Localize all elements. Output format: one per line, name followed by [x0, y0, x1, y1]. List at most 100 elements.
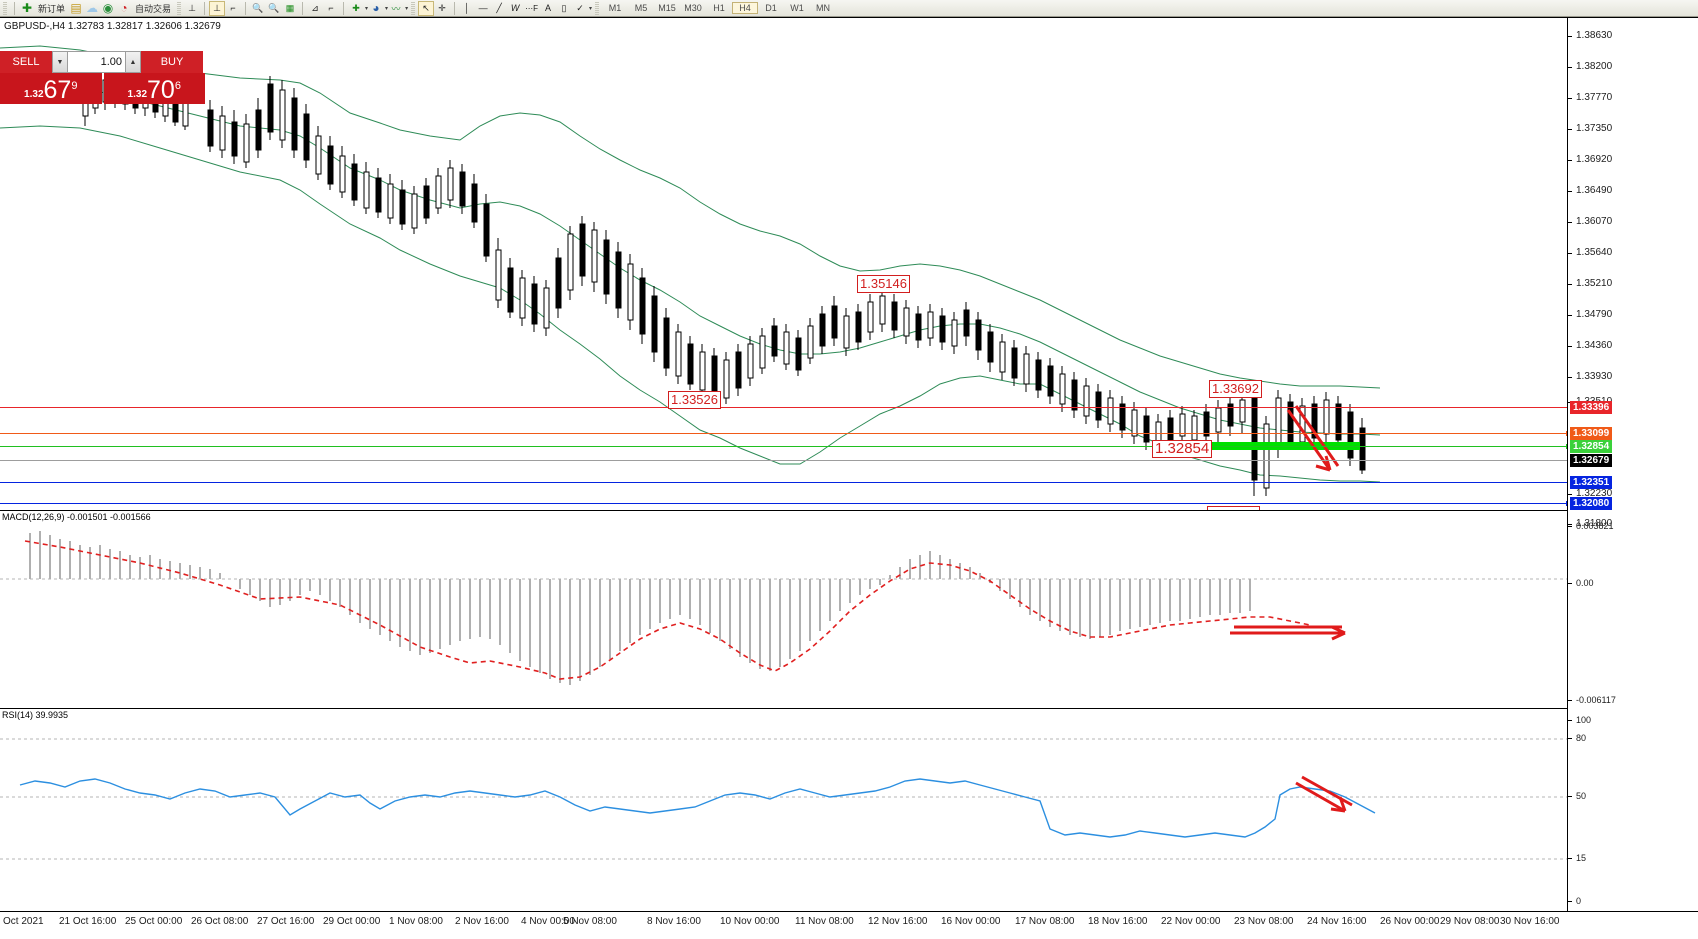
- timeframe-m1[interactable]: M1: [608, 3, 622, 13]
- volume-decrease-button[interactable]: ▼: [52, 51, 68, 73]
- new-order-icon[interactable]: ✚: [21, 1, 33, 15]
- timeframe-m30[interactable]: M30: [684, 3, 702, 13]
- auto-trading-label[interactable]: 自动交易: [135, 3, 172, 14]
- vertical-line-icon[interactable]: │: [464, 3, 470, 13]
- rsi-axis-tick: 50: [1568, 791, 1586, 801]
- rsi-line: [19, 778, 1376, 838]
- periodicity-icon[interactable]: ◕: [372, 1, 380, 15]
- fibonacci-icon[interactable]: ⋯F: [525, 3, 538, 13]
- price-badge-1.32080[interactable]: 1.32080: [1570, 497, 1613, 510]
- history-icon[interactable]: ▤: [70, 1, 82, 15]
- toolbar-separator: [14, 1, 15, 15]
- sell-button[interactable]: SELL: [0, 51, 52, 73]
- label-icon[interactable]: ▯: [561, 2, 567, 13]
- buy-price-fraction: 6: [174, 80, 181, 92]
- x-tick: 27 Oct 16:00: [257, 916, 315, 927]
- rsi-axis-tick: 100: [1568, 715, 1591, 725]
- horizontal-line-icon[interactable]: —: [478, 3, 488, 13]
- equidistant-channel-icon[interactable]: W: [510, 3, 520, 13]
- indicators-icon[interactable]: ✚: [352, 2, 360, 13]
- price-badge-1.32351[interactable]: 1.32351: [1570, 476, 1613, 489]
- bollinger-middle-band: [0, 85, 1381, 436]
- volume-increase-button[interactable]: ▲: [125, 51, 141, 73]
- axis-tick: 1.36490: [1568, 185, 1612, 196]
- x-tick: 4 Nov 00:00: [521, 916, 575, 927]
- new-order-label[interactable]: 新订单: [38, 3, 66, 14]
- annotation-1.33692[interactable]: 1.33692: [1209, 380, 1262, 398]
- price-level-1.32679: [0, 460, 1567, 461]
- axis-tick: 1.34790: [1568, 309, 1612, 320]
- rsi-indicator-label: RSI(14) 39.9935: [2, 710, 69, 720]
- timeframe-w1[interactable]: W1: [790, 3, 804, 13]
- price-badge-1.33099[interactable]: 1.33099: [1570, 427, 1613, 440]
- price-level-1.32080[interactable]: [0, 501, 1571, 506]
- zoom-out-icon[interactable]: 🔍: [268, 2, 280, 13]
- axis-tick: 1.38200: [1568, 61, 1612, 72]
- buy-button[interactable]: BUY: [141, 51, 203, 73]
- price-chart-svg: [0, 45, 1381, 496]
- annotation-1.32854[interactable]: 1.32854: [1152, 440, 1213, 458]
- macd-axis-tick: -0.006117: [1568, 695, 1616, 705]
- chart-shift-icon[interactable]: ⌐: [328, 3, 334, 13]
- time-axis[interactable]: Oct 2021 21 Oct 16:00 25 Oct 00:00 26 Oc…: [0, 911, 1698, 939]
- trendline-icon[interactable]: ╱: [496, 2, 502, 13]
- annotation-1.35146[interactable]: 1.35146: [857, 275, 910, 293]
- toolbar-grip-2[interactable]: [177, 1, 182, 15]
- text-icon[interactable]: A: [544, 3, 551, 13]
- price-badge-1.32854[interactable]: 1.32854: [1570, 440, 1613, 453]
- auto-scroll-icon[interactable]: ⊿: [311, 2, 319, 13]
- x-tick: 16 Nov 00:00: [941, 916, 1001, 927]
- crosshair-icon[interactable]: ✛: [438, 2, 446, 13]
- one-click-trading-panel[interactable]: SELL ▼ 1.00 ▲ BUY 1.32 67 9 1.32 70 6: [0, 51, 205, 104]
- price-axis[interactable]: 1.38630 1.38200 1.37770 1.37350 1.36920 …: [1567, 18, 1698, 911]
- toolbar-grip[interactable]: [3, 1, 7, 15]
- macd-pane[interactable]: MACD(12,26,9) -0.001501 -0.001566: [0, 510, 1567, 708]
- auto-trading-icon[interactable]: ◔: [120, 1, 128, 15]
- line-chart-icon[interactable]: ⌐: [230, 3, 236, 13]
- price-level-1.32351[interactable]: [0, 482, 1567, 483]
- axis-tick: 1.37770: [1568, 92, 1612, 103]
- timeframe-mn[interactable]: MN: [815, 3, 830, 13]
- templates-chevron-down-icon[interactable]: ▾: [405, 5, 409, 12]
- data-window-icon[interactable]: ▦: [285, 2, 295, 13]
- timeframe-m5[interactable]: M5: [634, 3, 648, 13]
- chart-window[interactable]: GBPUSD-,H4 1.32783 1.32817 1.32606 1.326…: [0, 17, 1698, 939]
- timeframe-m15[interactable]: M15: [658, 3, 676, 13]
- periodicity-chevron-down-icon[interactable]: ▾: [385, 5, 389, 12]
- price-pane[interactable]: 1.35146 1.33526 1.33692 1.32854 1.31925: [0, 18, 1571, 524]
- timeframe-h4[interactable]: H4: [731, 2, 758, 14]
- rsi-pane[interactable]: RSI(14) 39.9935: [0, 708, 1567, 911]
- price-badge-1.33396[interactable]: 1.33396: [1570, 401, 1613, 414]
- arrows-chevron-down-icon[interactable]: ▾: [588, 5, 592, 12]
- toolbar-grip-3[interactable]: [411, 1, 416, 15]
- sell-price-display[interactable]: 1.32 67 9: [0, 73, 102, 104]
- timeframe-h1[interactable]: H1: [713, 3, 725, 13]
- macd-histogram: [29, 531, 1251, 685]
- candle-chart-icon[interactable]: ⊥: [209, 0, 226, 16]
- price-level-1.33099[interactable]: [0, 431, 1571, 436]
- toolbar-separator-4: [302, 1, 304, 15]
- x-tick: 5 Nov 08:00: [563, 916, 617, 927]
- timeframe-d1[interactable]: D1: [765, 3, 777, 13]
- bar-chart-icon[interactable]: ⊥: [188, 2, 196, 13]
- templates-icon[interactable]: 〰: [391, 3, 401, 14]
- volume-input[interactable]: 1.00: [68, 51, 125, 73]
- annotation-1.33526[interactable]: 1.33526: [668, 391, 721, 409]
- zoom-in-icon[interactable]: 🔍: [252, 2, 264, 13]
- indicators-chevron-down-icon[interactable]: ▾: [365, 5, 369, 12]
- cursor-icon[interactable]: ↖: [418, 0, 435, 16]
- price-level-1.33396[interactable]: [0, 407, 1567, 408]
- toolbar-grip-4[interactable]: [594, 1, 599, 15]
- price-level-1.32854[interactable]: [0, 444, 1571, 449]
- x-tick: 29 Oct 00:00: [323, 916, 381, 927]
- axis-tick: 1.35210: [1568, 278, 1612, 289]
- axis-tick: 1.32230: [1568, 488, 1612, 499]
- axis-tick: 1.38630: [1568, 30, 1612, 41]
- toolbar-separator-3: [245, 1, 247, 15]
- arrows-icon[interactable]: ✓: [576, 2, 584, 13]
- buy-price-display[interactable]: 1.32 70 6: [103, 73, 205, 104]
- market-icon[interactable]: ◉: [102, 1, 114, 15]
- cloud-icon[interactable]: ☁: [86, 1, 99, 15]
- rsi-axis-tick: 15: [1568, 853, 1586, 863]
- x-tick: 2 Nov 16:00: [455, 916, 509, 927]
